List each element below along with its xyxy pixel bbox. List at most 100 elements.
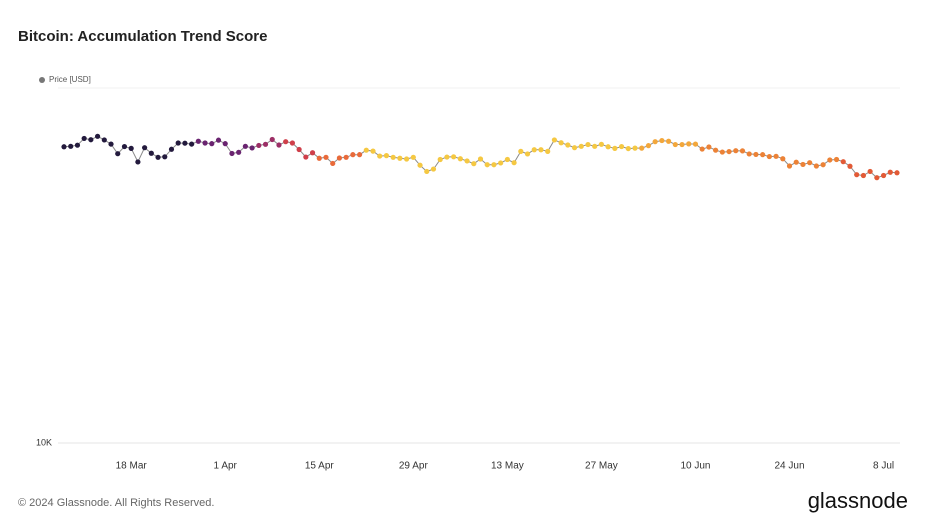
price-point xyxy=(605,144,611,150)
price-point xyxy=(719,149,725,155)
price-point xyxy=(262,141,269,147)
price-point xyxy=(61,144,67,150)
price-point xyxy=(545,148,551,154)
footer: © 2024 Glassnode. All Rights Reserved. xyxy=(18,497,214,509)
price-point xyxy=(786,163,793,169)
price-point xyxy=(142,145,148,151)
x-tick-label: 27 May xyxy=(585,461,618,472)
price-point xyxy=(665,138,672,144)
price-point xyxy=(840,159,846,165)
price-point xyxy=(833,156,840,163)
price-point xyxy=(94,133,101,139)
price-point xyxy=(410,154,416,160)
price-point xyxy=(504,156,510,163)
price-point xyxy=(538,147,544,153)
price-point xyxy=(511,160,517,166)
price-point xyxy=(108,141,114,147)
chart-title: Bitcoin: Accumulation Trend Score xyxy=(18,28,267,45)
price-point xyxy=(558,140,564,146)
price-point xyxy=(343,154,349,160)
price-point xyxy=(370,148,376,154)
price-point xyxy=(155,154,161,160)
price-point xyxy=(780,156,786,162)
price-point xyxy=(894,170,900,176)
price-point xyxy=(585,141,591,148)
price-point xyxy=(498,160,504,166)
price-point xyxy=(101,137,107,143)
price-point xyxy=(793,159,799,165)
x-tick-label: 18 Mar xyxy=(116,461,148,472)
price-point xyxy=(390,154,396,160)
price-point xyxy=(81,135,87,142)
price-point xyxy=(222,141,228,147)
price-point xyxy=(430,166,437,172)
price-point xyxy=(397,155,403,161)
price-point xyxy=(162,154,168,160)
price-point xyxy=(356,152,363,158)
price-point xyxy=(471,161,477,167)
price-point xyxy=(699,146,705,152)
price-point xyxy=(518,148,524,154)
x-tick-label: 8 Jul xyxy=(873,461,894,472)
price-point xyxy=(383,153,390,159)
price-point xyxy=(672,141,678,148)
price-point xyxy=(753,151,759,158)
price-point xyxy=(760,152,766,158)
price-point xyxy=(847,163,853,169)
price-point xyxy=(68,143,74,149)
price-point xyxy=(531,147,537,153)
price-point xyxy=(639,145,645,151)
price-point xyxy=(867,168,873,175)
price-point xyxy=(256,142,262,149)
price-point xyxy=(773,153,779,159)
price-point xyxy=(289,140,296,146)
price-point xyxy=(336,155,343,161)
price-point xyxy=(457,156,463,162)
brand-logo: glassnode xyxy=(808,488,908,513)
price-point xyxy=(451,154,457,160)
y-tick-label: 10K xyxy=(36,437,52,447)
x-tick-label: 24 Jun xyxy=(775,461,805,472)
price-point xyxy=(827,157,833,163)
price-point xyxy=(323,154,329,160)
price-point xyxy=(726,148,732,155)
price-point xyxy=(316,155,322,161)
price-point xyxy=(679,141,685,148)
price-point xyxy=(800,161,806,168)
x-tick-label: 10 Jun xyxy=(680,461,710,472)
price-point xyxy=(128,145,134,151)
x-tick-label: 15 Apr xyxy=(305,461,335,472)
price-point xyxy=(491,162,497,168)
price-point xyxy=(565,142,571,148)
price-point xyxy=(74,142,81,148)
price-point xyxy=(404,156,410,162)
price-point xyxy=(148,150,154,156)
price-point xyxy=(571,145,578,151)
price-point xyxy=(807,160,813,166)
price-point xyxy=(168,146,175,152)
price-point xyxy=(686,141,692,147)
price-point xyxy=(249,145,255,151)
price-point xyxy=(813,163,819,169)
price-point xyxy=(632,145,638,151)
price-point xyxy=(202,140,208,146)
x-tick-label: 29 Apr xyxy=(399,461,429,472)
price-point xyxy=(215,137,222,143)
price-point xyxy=(874,175,880,181)
price-point xyxy=(209,141,215,147)
price-point xyxy=(363,147,369,153)
legend-marker xyxy=(39,77,45,83)
price-point xyxy=(115,151,121,157)
price-point xyxy=(303,154,309,160)
price-point xyxy=(444,154,450,160)
price-point xyxy=(350,152,356,158)
price-point xyxy=(578,143,584,149)
price-point xyxy=(692,141,699,147)
price-point xyxy=(464,158,470,164)
price-point xyxy=(820,162,826,168)
price-point xyxy=(182,140,188,146)
price-point xyxy=(659,137,665,144)
price-point xyxy=(283,139,289,145)
